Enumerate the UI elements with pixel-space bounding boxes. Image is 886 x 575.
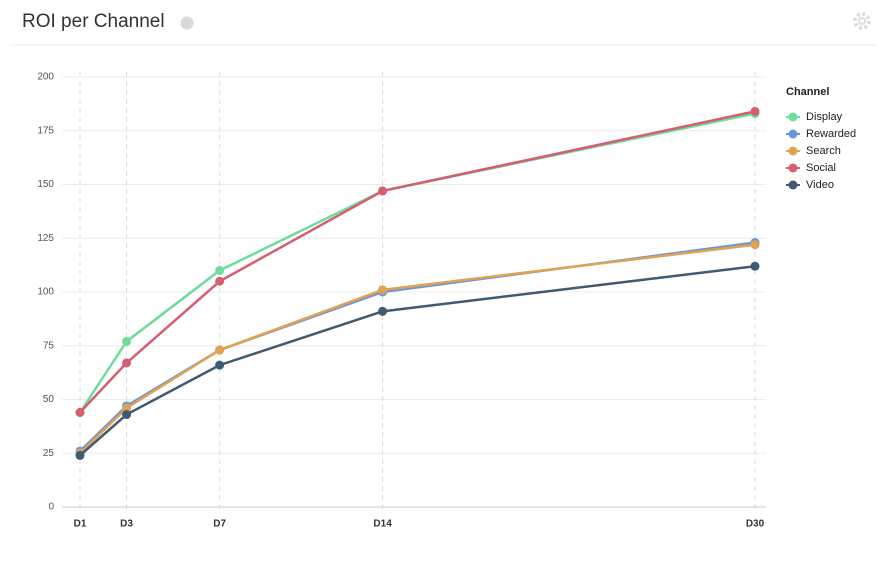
legend-swatch bbox=[788, 163, 798, 173]
series-line bbox=[79, 241, 756, 452]
y-tick-label: 50 bbox=[43, 394, 55, 405]
data-point bbox=[122, 336, 132, 346]
chart-title: ROI per Channel bbox=[22, 11, 165, 32]
data-point bbox=[378, 306, 388, 316]
data-point bbox=[215, 276, 225, 286]
x-tick-label: D14 bbox=[373, 519, 392, 530]
data-point bbox=[750, 106, 760, 116]
data-point bbox=[750, 261, 760, 271]
data-point bbox=[122, 410, 132, 420]
y-tick-label: 150 bbox=[37, 179, 54, 190]
data-point bbox=[215, 345, 225, 355]
legend-label: Video bbox=[806, 179, 834, 191]
legend-label: Social bbox=[806, 162, 836, 174]
data-point bbox=[75, 407, 85, 417]
y-tick-label: 175 bbox=[37, 125, 54, 136]
y-tick-label: 200 bbox=[37, 72, 54, 83]
series-line bbox=[79, 110, 756, 414]
data-point bbox=[215, 360, 225, 370]
help-icon[interactable] bbox=[180, 16, 194, 30]
y-tick-label: 125 bbox=[37, 233, 54, 244]
legend-label: Rewarded bbox=[806, 128, 856, 140]
series-line bbox=[79, 243, 756, 455]
y-tick-label: 0 bbox=[48, 502, 54, 513]
x-tick-label: D1 bbox=[74, 519, 87, 530]
data-point bbox=[122, 358, 132, 368]
data-point bbox=[378, 285, 388, 295]
y-tick-label: 75 bbox=[43, 340, 55, 351]
legend-swatch bbox=[788, 180, 798, 190]
x-tick-label: D7 bbox=[213, 519, 226, 530]
data-point bbox=[378, 186, 388, 196]
y-tick-label: 25 bbox=[43, 448, 55, 459]
x-tick-label: D30 bbox=[746, 519, 765, 530]
x-tick-label: D3 bbox=[120, 519, 133, 530]
series-line bbox=[79, 264, 756, 457]
series-line bbox=[78, 112, 756, 414]
legend-swatch bbox=[788, 129, 798, 139]
legend-label: Display bbox=[806, 111, 843, 123]
data-point bbox=[215, 266, 225, 275]
data-point bbox=[750, 240, 760, 250]
data-point bbox=[75, 450, 85, 460]
legend-label: Search bbox=[806, 145, 841, 157]
y-tick-label: 100 bbox=[37, 287, 54, 298]
settings-icon[interactable] bbox=[853, 12, 871, 30]
data-point bbox=[122, 403, 132, 413]
legend-swatch bbox=[788, 146, 798, 156]
legend-title: Channel bbox=[786, 86, 829, 98]
legend-swatch bbox=[788, 112, 798, 122]
